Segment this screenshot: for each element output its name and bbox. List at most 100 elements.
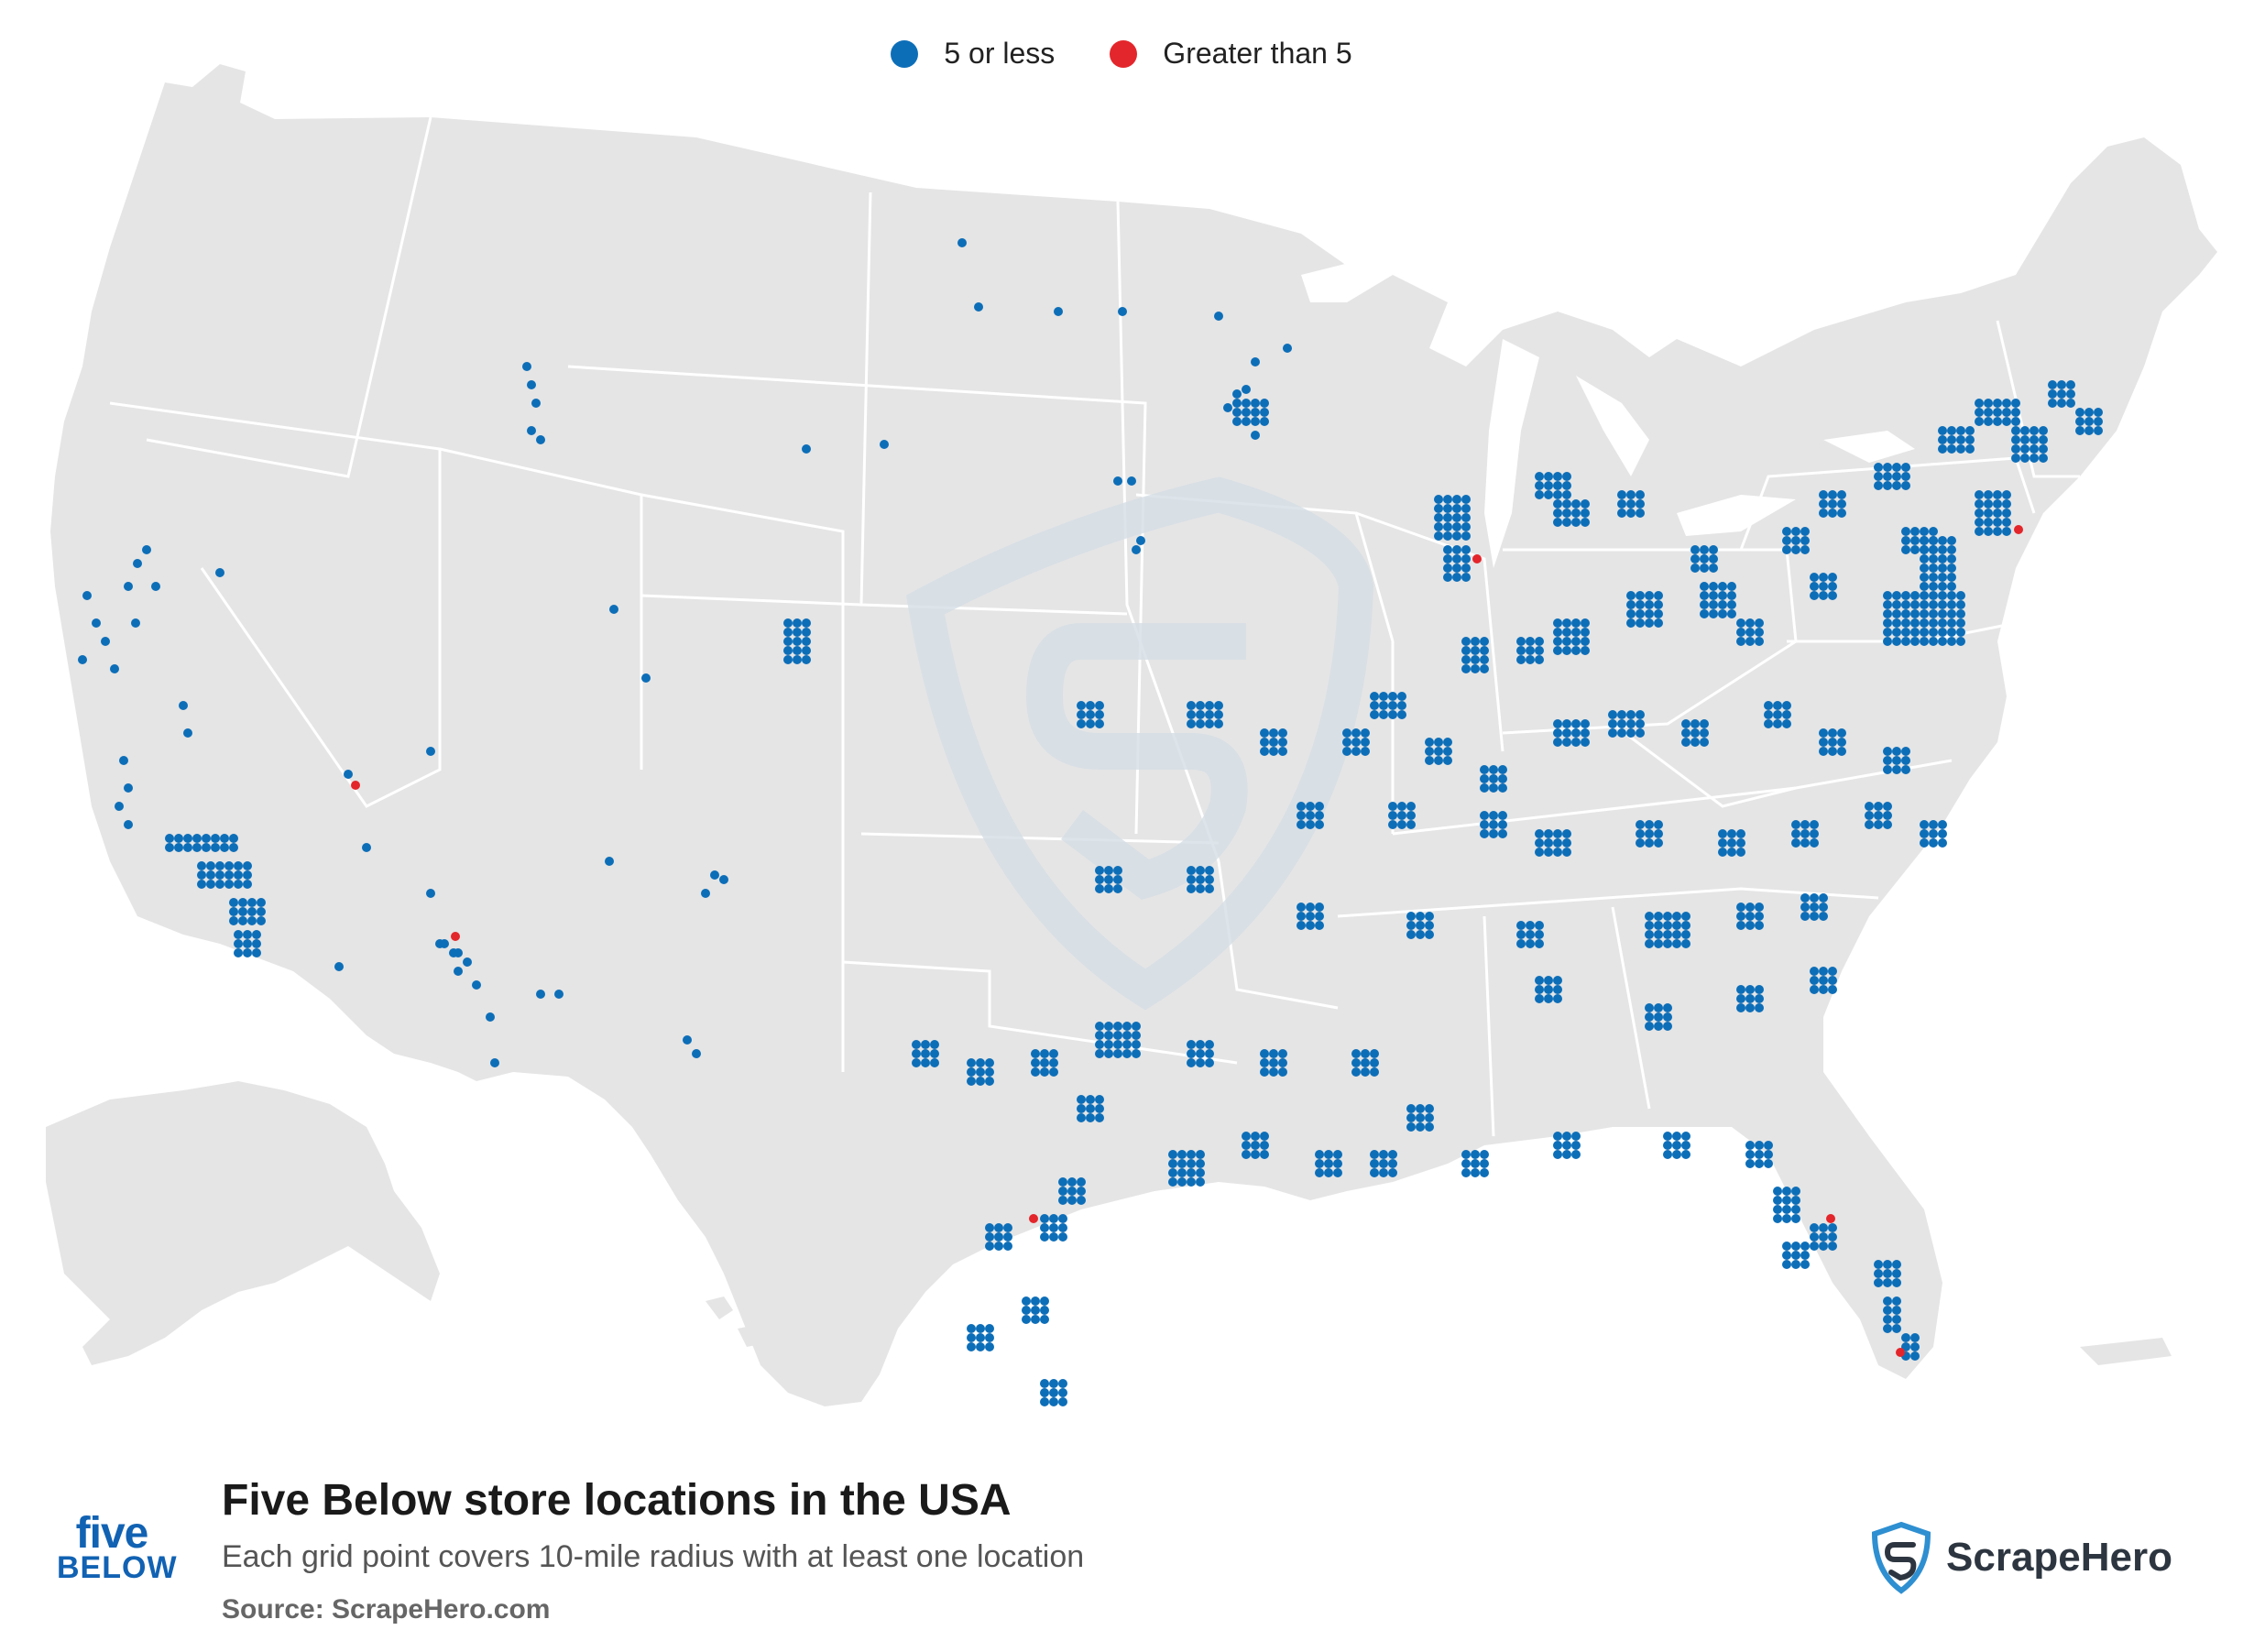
store-dot-small [1544, 994, 1553, 1003]
store-dot-small [257, 898, 266, 907]
store-dot-small [1480, 783, 1489, 793]
store-dot-small [1471, 646, 1480, 655]
store-dot-small [1663, 930, 1672, 939]
store-dot-small [1095, 884, 1104, 893]
store-dot-small [1975, 509, 1984, 518]
store-dot-small [1654, 930, 1663, 939]
store-dot-small [1700, 545, 1709, 554]
store-dot-small [1636, 618, 1645, 628]
store-dot-small [1709, 545, 1718, 554]
store-dot-small [1681, 912, 1690, 921]
store-dot-small [1819, 499, 1828, 509]
store-dot-small [1498, 829, 1507, 838]
store-dot-small [1828, 967, 1837, 976]
store-dot-small [1791, 1214, 1800, 1223]
store-dot-small [1425, 930, 1434, 939]
store-dot-small [1406, 921, 1416, 930]
store-dot-small [1975, 490, 1984, 499]
border-line [640, 493, 845, 1072]
store-dot-small [1196, 1150, 1205, 1159]
store-dot-small [1956, 600, 1965, 609]
store-dot-small [229, 898, 238, 907]
store-dot-small [1828, 1232, 1837, 1242]
watermark-shield-outer [906, 476, 1374, 1011]
store-dot-small [192, 843, 202, 852]
store-dot-small [1910, 545, 1920, 554]
store-dot-small [119, 756, 128, 765]
store-dot-small [1755, 1141, 1764, 1150]
store-dot-small [1993, 527, 2002, 536]
store-dot-small [1132, 1040, 1141, 1049]
red-dot-icon [1110, 39, 1138, 68]
store-dot-small [1443, 747, 1452, 756]
store-dot-small [1938, 637, 1947, 646]
store-dot-small [793, 646, 802, 655]
store-dot-small [1480, 774, 1489, 783]
store-dot-small [197, 870, 206, 880]
store-dot-small [1535, 848, 1544, 857]
store-dot-small [124, 820, 133, 829]
store-dot-small [1920, 618, 1929, 628]
store-dot-small [1480, 820, 1489, 829]
store-dot-small [976, 1077, 985, 1086]
store-dot-small [1425, 912, 1434, 921]
store-dot-small [1370, 1067, 1379, 1077]
border-line [1612, 722, 1797, 808]
store-dot-small [1800, 1251, 1810, 1260]
store-dot-small [1782, 545, 1791, 554]
store-dot-small [215, 568, 224, 577]
store-dot-small [1553, 481, 1562, 490]
store-dot-small [1516, 655, 1526, 664]
store-dot-small [1461, 513, 1471, 522]
store-dot-small [1049, 1397, 1058, 1406]
store-dot-small [793, 628, 802, 637]
store-dot-small [1681, 728, 1690, 738]
store-dot-small [2020, 435, 2030, 444]
scrapehero-shield-icon [1871, 1521, 1931, 1594]
store-dot-small [1535, 472, 1544, 481]
store-dot-small [1791, 1196, 1800, 1205]
store-dot-small [1278, 1049, 1287, 1058]
store-dot-small [1947, 600, 1956, 609]
store-dot-small [1782, 1196, 1791, 1205]
store-dot-small [1626, 618, 1636, 628]
store-dot-small [1645, 930, 1654, 939]
store-dot-small [1058, 1196, 1067, 1205]
store-dot-small [1535, 838, 1544, 848]
store-dot-small [1810, 829, 1819, 838]
store-dot-small [472, 980, 481, 990]
store-dot-small [1516, 939, 1526, 948]
store-dot-small [1901, 637, 1910, 646]
store-dot-small [1553, 490, 1562, 499]
store-dot-small [1947, 637, 1956, 646]
store-dot-small [1498, 820, 1507, 829]
store-dot-small [1800, 820, 1810, 829]
store-dot-small [1306, 802, 1315, 811]
store-dot-small [1553, 829, 1562, 838]
store-dot-small [921, 1058, 930, 1067]
store-dot-small [1800, 1242, 1810, 1251]
store-dot-small [974, 302, 983, 312]
store-dot-small [1800, 893, 1810, 903]
store-dot-small [1883, 1296, 1892, 1306]
store-dot-small [490, 1058, 499, 1067]
store-dot-small [211, 843, 220, 852]
store-dot-small [1938, 829, 1947, 838]
store-dot-small [1416, 921, 1425, 930]
store-dot-small [1755, 628, 1764, 637]
store-dot-small [344, 770, 353, 779]
store-dot-small [692, 1049, 701, 1058]
store-dot-small [1581, 646, 1590, 655]
store-dot-small [1553, 518, 1562, 527]
store-dot-small [257, 916, 266, 925]
store-dot-small [1168, 1168, 1177, 1177]
store-dot-small [1883, 618, 1892, 628]
store-dot-small [1709, 582, 1718, 591]
store-dot-small [802, 444, 811, 454]
store-dot-small [1837, 509, 1846, 518]
store-dot-small [1910, 1342, 1920, 1351]
store-dot-small [1040, 1232, 1049, 1242]
store-dot-small [1269, 1067, 1278, 1077]
store-dot-small [802, 655, 811, 664]
store-dot-small [202, 834, 211, 843]
